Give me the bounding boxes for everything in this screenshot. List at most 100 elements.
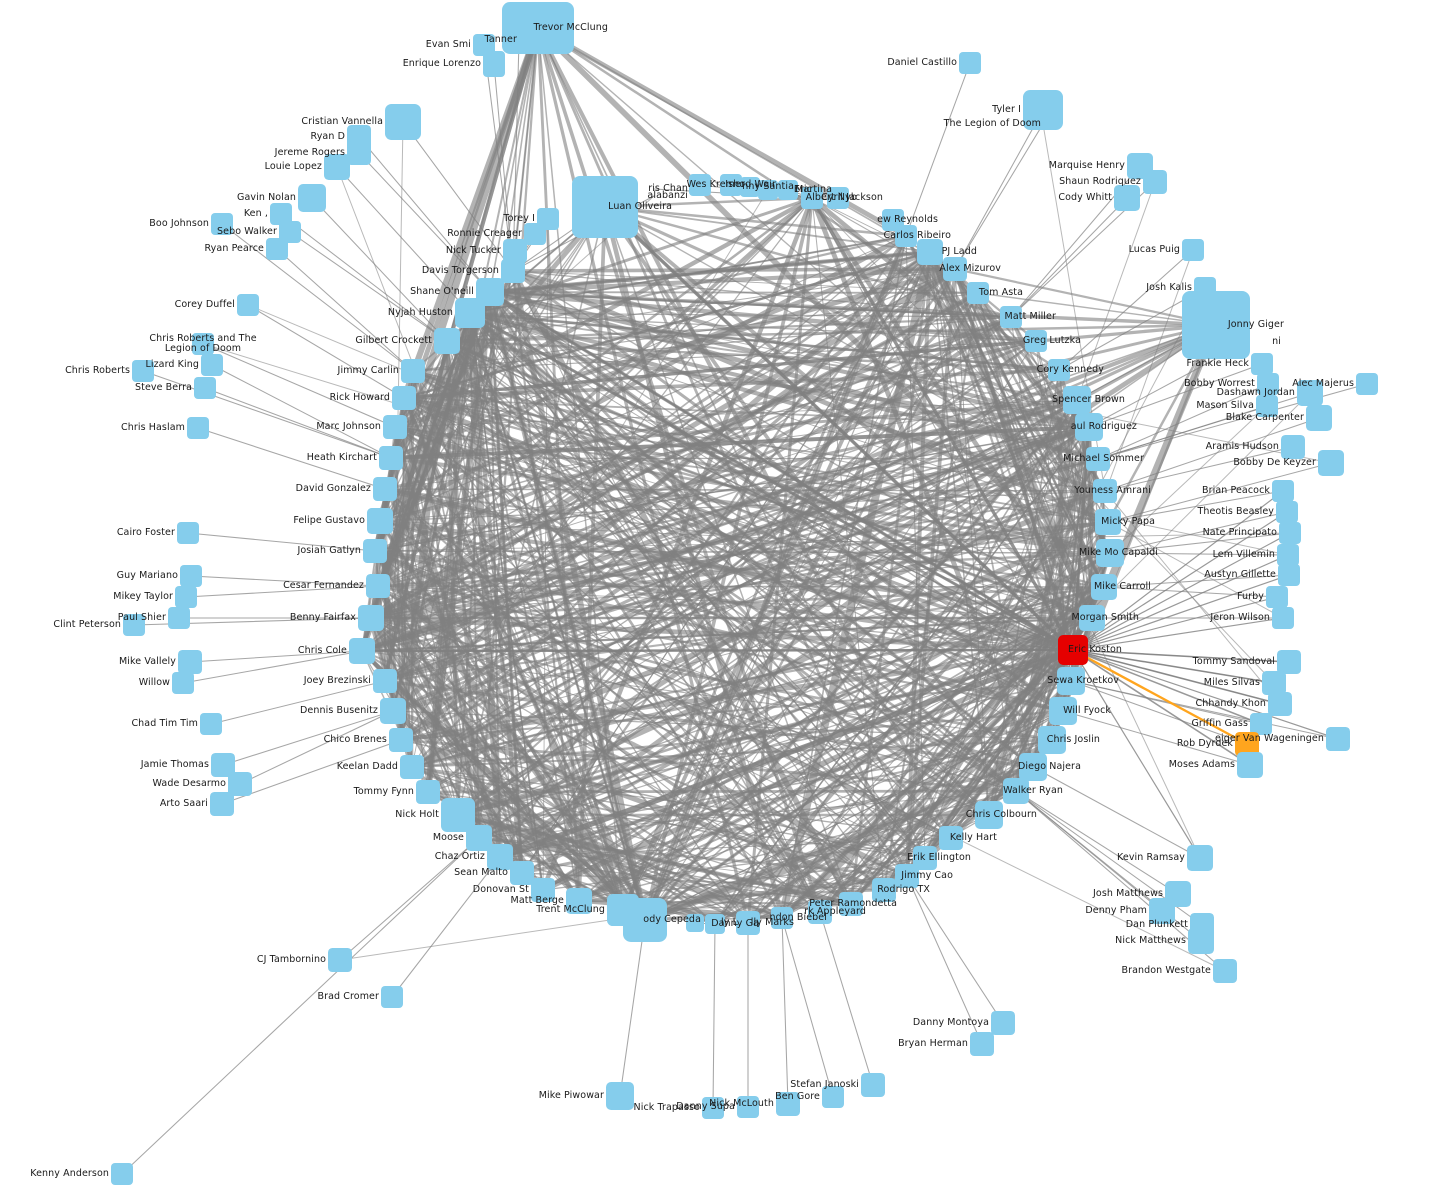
graph-node-pj-ladd[interactable]: [917, 239, 943, 265]
graph-node-boo-johnson[interactable]: [211, 213, 233, 235]
graph-node-kenny-anderson[interactable]: [111, 1163, 133, 1185]
graph-node-brandon-biebel[interactable]: [771, 907, 793, 929]
graph-node-furby[interactable]: [1266, 586, 1288, 608]
graph-node-chris-cole[interactable]: [349, 638, 375, 664]
graph-node-paul-rodriguez[interactable]: [1075, 413, 1103, 441]
graph-node-billy-marks[interactable]: [736, 911, 760, 935]
graph-node-tommy-sandoval[interactable]: [1277, 650, 1301, 674]
graph-node-guy-mariano[interactable]: [180, 565, 202, 587]
graph-node-enrique-lorenzo[interactable]: [483, 51, 505, 77]
graph-node-jeron-wilson[interactable]: [1272, 607, 1294, 629]
graph-node-cristian-vannella[interactable]: [385, 104, 421, 140]
graph-node-greg-lutzka[interactable]: [1025, 330, 1047, 352]
graph-node-ishod-wair[interactable]: [720, 174, 742, 196]
graph-node-donovan-st[interactable]: [531, 878, 555, 902]
graph-node-mike-mo-capaldi[interactable]: [1096, 539, 1124, 567]
graph-node-kelly-hart[interactable]: [939, 826, 963, 850]
graph-node-chaz-ortiz[interactable]: [487, 844, 513, 870]
graph-node-brad-cromer[interactable]: [381, 986, 403, 1008]
graph-node-benny-fairfax[interactable]: [358, 605, 384, 631]
graph-node-lucas-puig[interactable]: [1182, 239, 1204, 261]
graph-node-eric-martinez[interactable]: [758, 180, 778, 200]
graph-node-brian-peacock[interactable]: [1272, 480, 1294, 502]
graph-node-chico-brenes[interactable]: [389, 728, 413, 752]
graph-node-youness-amrani[interactable]: [1093, 479, 1117, 503]
graph-node-theotis-beasley[interactable]: [1276, 501, 1298, 523]
graph-node-ben-gore[interactable]: [822, 1086, 844, 1108]
graph-node-gilbert-crockett[interactable]: [434, 328, 460, 354]
graph-node-daniel-castillo[interactable]: [959, 52, 981, 74]
graph-node-eric-koston[interactable]: [1058, 635, 1088, 665]
graph-node-ly-lo[interactable]: [686, 914, 704, 932]
graph-node-austyn-gillette[interactable]: [1278, 564, 1300, 586]
graph-node-chris-colbourn[interactable]: [975, 801, 1003, 829]
graph-node-miles-silvas[interactable]: [1262, 671, 1286, 695]
graph-node-nate-principato[interactable]: [1279, 522, 1301, 544]
graph-node-jimmy-cao[interactable]: [895, 864, 919, 888]
graph-node-ronnie-creager[interactable]: [524, 223, 546, 245]
graph-node-davis-torgerson[interactable]: [501, 259, 525, 283]
graph-node-sean-malto[interactable]: [510, 861, 534, 885]
graph-node-david-gonzalez[interactable]: [373, 477, 397, 501]
graph-node-aramis-hudson[interactable]: [1281, 435, 1305, 459]
graph-node-rodrigo-tx[interactable]: [872, 878, 896, 902]
graph-node-mike-piwowar[interactable]: [606, 1082, 634, 1110]
graph-node-shaun-rodriquez[interactable]: [1143, 170, 1167, 194]
graph-node-nick-trapasso[interactable]: [702, 1097, 724, 1119]
graph-node-bryan-herman[interactable]: [970, 1032, 994, 1056]
graph-node-luan-oliveira[interactable]: [572, 176, 638, 238]
graph-node-chris-joslin[interactable]: [1038, 726, 1066, 754]
graph-node-chris-roberts[interactable]: [132, 360, 154, 382]
graph-node-griffin-gass[interactable]: [1250, 713, 1272, 735]
graph-node-diego-najera[interactable]: [1019, 753, 1047, 781]
graph-node-bobby-worrest[interactable]: [1257, 373, 1279, 395]
graph-node-gavin-nolan[interactable]: [298, 184, 326, 212]
graph-node-tyler-i[interactable]: [1023, 90, 1063, 130]
graph-node-chris-roberts-legion[interactable]: [192, 333, 214, 355]
graph-node-jereme-rogers[interactable]: [347, 141, 371, 165]
graph-node-felipe-gustavo[interactable]: [367, 508, 393, 534]
graph-node-louie-lopez[interactable]: [324, 154, 350, 180]
graph-node-michael-sommer[interactable]: [1086, 447, 1110, 471]
graph-node-josiah-gatlyn[interactable]: [363, 539, 387, 563]
graph-node-cody-cepeda[interactable]: [623, 898, 667, 942]
graph-node-nyjah-huston[interactable]: [455, 298, 485, 328]
graph-node-marc-johnson[interactable]: [383, 415, 407, 439]
graph-node-will-fyock[interactable]: [1049, 697, 1077, 725]
graph-node-sebo-walker[interactable]: [279, 221, 301, 243]
graph-node-cyril-jackson[interactable]: [827, 187, 849, 209]
graph-node-morgan-smith[interactable]: [1079, 605, 1105, 631]
graph-node-danny-garcia[interactable]: [705, 914, 725, 934]
graph-node-cesar-fernandez[interactable]: [366, 574, 390, 598]
graph-node-danny-montoya[interactable]: [991, 1011, 1015, 1035]
graph-node-wes-kremer[interactable]: [689, 174, 711, 196]
graph-node-ken[interactable]: [270, 203, 292, 225]
graph-node-matt-miller[interactable]: [1000, 306, 1022, 328]
graph-node-cairo-foster[interactable]: [177, 522, 199, 544]
graph-node-sewa-kroetkov[interactable]: [1057, 667, 1085, 695]
graph-node-willow[interactable]: [172, 672, 194, 694]
graph-node-frankie-heck[interactable]: [1251, 353, 1273, 375]
graph-node-stefan-janoski[interactable]: [861, 1073, 885, 1097]
graph-node-corey-duffel[interactable]: [237, 294, 259, 316]
graph-node-matt-bergen[interactable]: [566, 888, 592, 914]
graph-node-peter-ramondetta[interactable]: [839, 892, 863, 916]
graph-node-mason-silva[interactable]: [1256, 395, 1278, 417]
graph-node-spencer-brown[interactable]: [1063, 386, 1091, 414]
graph-node-mike-carroll[interactable]: [1091, 574, 1117, 600]
graph-node-trevor-mcclung[interactable]: [502, 2, 574, 54]
graph-node-rick-howard[interactable]: [392, 386, 416, 410]
graph-node-nick-matthews[interactable]: [1188, 928, 1214, 954]
graph-node-joey-brezinski[interactable]: [373, 669, 397, 693]
graph-node-evan-smith[interactable]: [473, 34, 495, 56]
graph-node-carlos-ribeiro[interactable]: [895, 225, 917, 247]
graph-node-tommy-fynn[interactable]: [416, 780, 440, 804]
graph-node-albert-nyb[interactable]: [801, 187, 823, 209]
graph-node-denny-pham[interactable]: [1149, 898, 1175, 924]
graph-node-keelan-dadd[interactable]: [400, 755, 424, 779]
graph-node-clint-peterson[interactable]: [123, 614, 145, 636]
graph-node-arto-saari[interactable]: [210, 792, 234, 816]
graph-node-alex-mizurov[interactable]: [943, 257, 967, 281]
graph-node-cory-kennedy[interactable]: [1048, 359, 1070, 381]
